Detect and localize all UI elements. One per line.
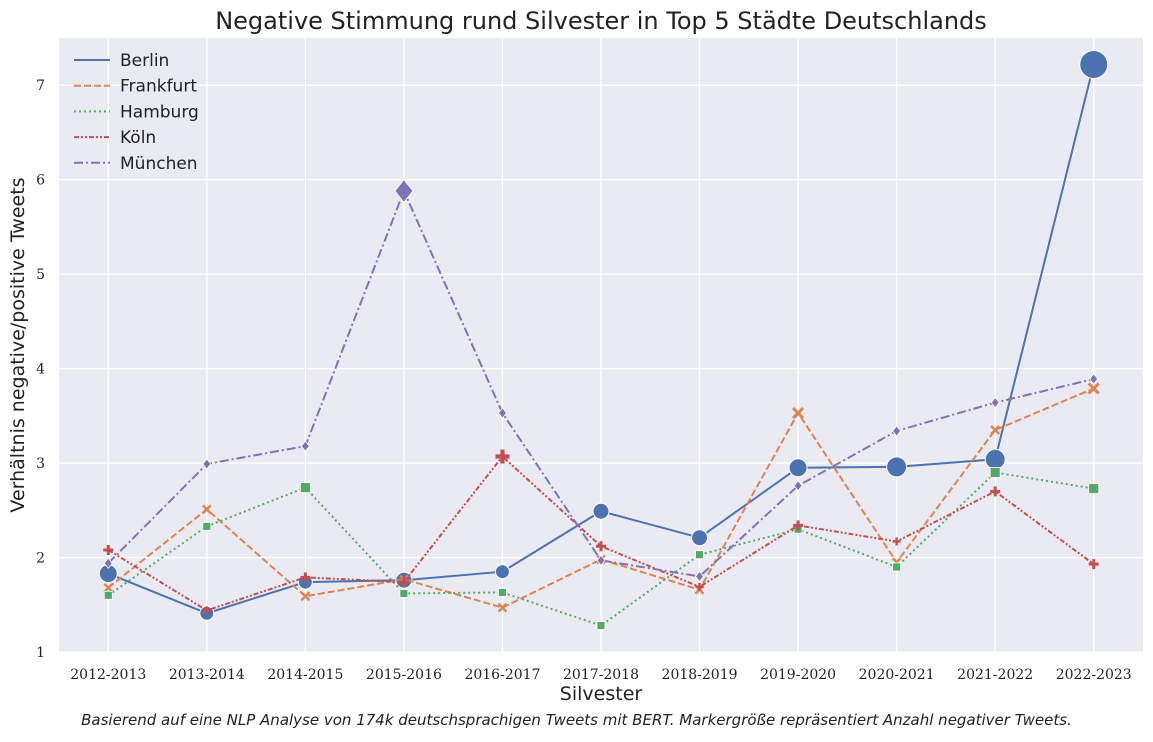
data-point — [202, 521, 212, 531]
chart-title: Negative Stimmung rund Silvester in Top … — [215, 7, 987, 35]
data-point — [596, 621, 606, 630]
y-tick-label: 4 — [36, 362, 45, 378]
data-point — [695, 550, 704, 560]
data-point — [103, 590, 113, 600]
data-point — [788, 458, 808, 478]
data-point — [300, 591, 311, 602]
x-tick-label: 2013-2014 — [169, 667, 245, 683]
x-tick-label: 2021-2022 — [957, 667, 1033, 683]
x-axis-label: Silvester — [560, 683, 643, 705]
data-point — [497, 407, 507, 419]
data-point — [1087, 382, 1100, 395]
data-point — [103, 582, 114, 593]
data-point — [498, 588, 507, 597]
series-köln — [103, 449, 1099, 615]
x-tick-label: 2018-2019 — [662, 667, 738, 683]
series-hamburg — [103, 467, 1100, 630]
data-point — [103, 557, 113, 569]
series-münchen — [103, 179, 1099, 583]
x-tick-label: 2012-2013 — [70, 667, 146, 683]
data-point — [1088, 559, 1099, 570]
y-axis-label: Verhältnis negative/positive Tweets — [7, 177, 29, 512]
x-tick-label: 2017-2018 — [563, 667, 639, 683]
data-point — [695, 570, 705, 583]
data-point — [394, 179, 414, 203]
data-point — [596, 554, 606, 567]
legend-entry: Berlin — [120, 51, 169, 71]
x-tick-labels: 2012-2013 2013-2014 2014-2015 2015-2016 2016… — [70, 667, 1131, 683]
y-tick-label: 3 — [36, 456, 45, 472]
data-point — [793, 520, 804, 531]
y-tick-labels: 1 2 3 4 5 6 7 — [36, 78, 45, 661]
y-tick-label: 2 — [36, 551, 45, 567]
data-point — [990, 425, 1001, 435]
data-point — [792, 406, 805, 420]
data-point — [984, 448, 1006, 470]
data-point — [201, 504, 212, 515]
data-point — [299, 482, 311, 494]
data-point — [1089, 373, 1099, 385]
data-point — [691, 529, 709, 547]
x-tick-label: 2019-2020 — [760, 667, 836, 683]
series-line — [107, 471, 1094, 627]
data-point — [202, 606, 211, 615]
x-tick-label: 2015-2016 — [366, 667, 442, 683]
y-tick-label: 7 — [36, 78, 45, 94]
data-point — [300, 440, 310, 452]
x-tick-label: 2022-2023 — [1056, 667, 1132, 683]
data-point — [202, 458, 212, 470]
y-tick-label: 1 — [36, 645, 45, 661]
data-point — [989, 467, 1001, 478]
data-point — [793, 480, 803, 492]
data-point — [892, 537, 901, 546]
legend: Berlin Frankfurt Hamburg Köln München — [74, 51, 199, 174]
data-point — [494, 564, 510, 580]
series-line — [107, 188, 1094, 578]
data-point — [990, 396, 1000, 409]
data-point — [592, 502, 610, 520]
data-point — [398, 577, 409, 588]
x-tick-label: 2020-2021 — [859, 667, 935, 683]
x-tick-label: 2016-2017 — [464, 667, 540, 683]
data-point — [399, 589, 409, 598]
legend-entry: München — [120, 154, 198, 174]
chart-caption: Basierend auf eine NLP Analyse von 174k … — [81, 711, 1072, 729]
data-point — [1088, 483, 1100, 494]
data-point — [1079, 49, 1109, 79]
data-point — [892, 562, 902, 572]
data-point — [892, 425, 902, 437]
legend-entry: Hamburg — [120, 102, 199, 122]
data-point — [300, 572, 311, 583]
data-point — [497, 602, 508, 613]
legend-entry: Frankfurt — [120, 77, 197, 97]
data-point — [495, 449, 510, 464]
legend-entry: Köln — [120, 128, 156, 148]
data-point — [103, 544, 114, 555]
data-point — [695, 582, 704, 591]
y-tick-label: 6 — [36, 173, 45, 189]
y-tick-label: 5 — [36, 267, 45, 283]
x-tick-label: 2014-2015 — [267, 667, 343, 683]
series-line — [107, 387, 1095, 609]
series-layer — [98, 49, 1109, 630]
data-point — [596, 541, 606, 552]
data-point — [990, 486, 1001, 497]
data-point — [886, 456, 908, 478]
